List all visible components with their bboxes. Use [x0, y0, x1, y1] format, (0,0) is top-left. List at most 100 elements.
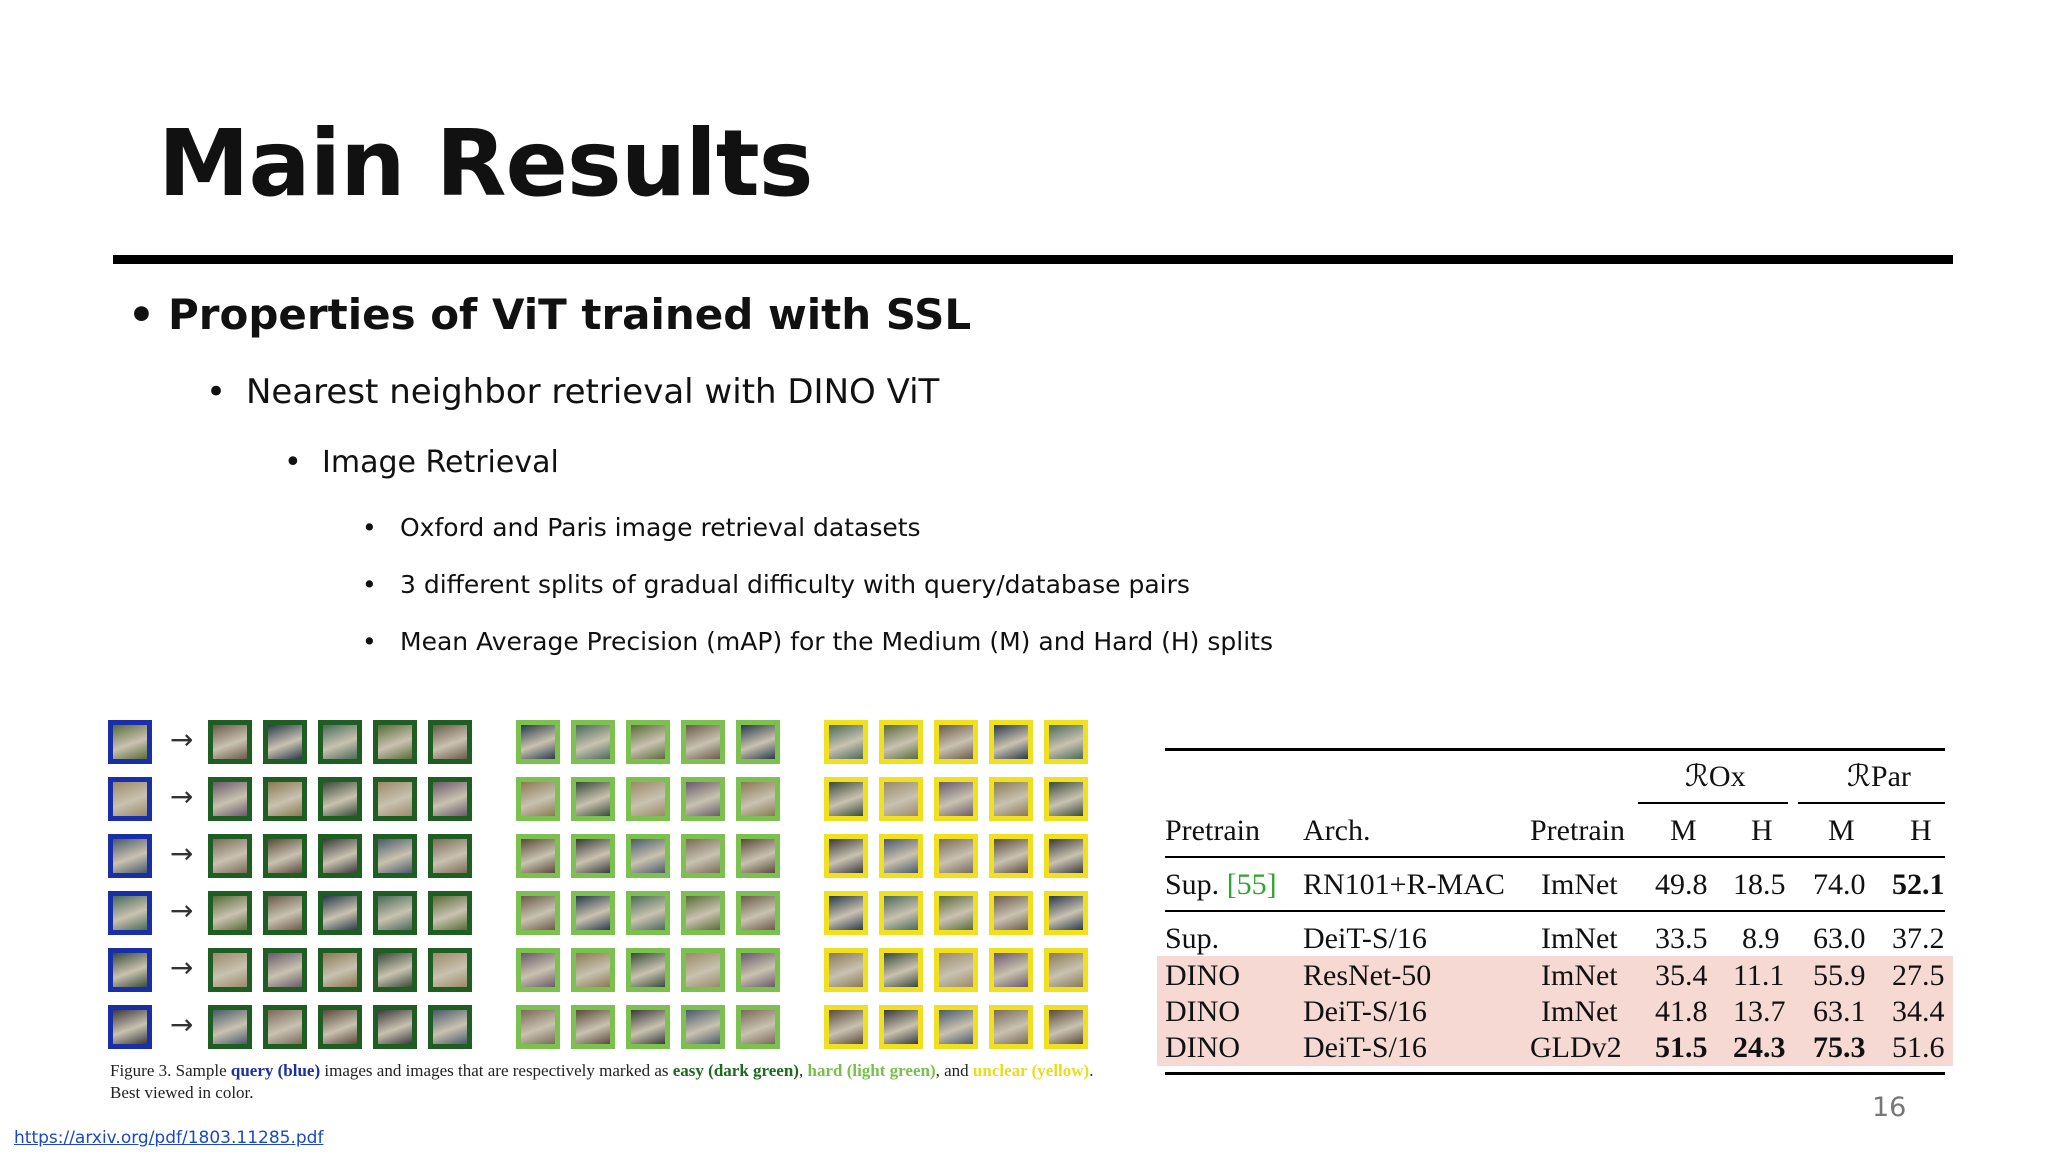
easy-image-tile	[263, 720, 307, 764]
caption-text: images and images that are respectively …	[320, 1061, 673, 1080]
query-image-tile	[108, 1005, 152, 1049]
arrow-icon: →	[170, 780, 194, 813]
page-number: 16	[1872, 1092, 1907, 1123]
hard-image-tile	[626, 720, 670, 764]
rpar-underline	[1798, 802, 1945, 804]
unclear-image-tile	[989, 834, 1033, 878]
cell-rox-m: 35.4	[1655, 959, 1708, 992]
hard-image-tile	[626, 834, 670, 878]
easy-image-tile	[263, 1005, 307, 1049]
header-rox-h: H	[1751, 814, 1773, 847]
bullet-level4: • Oxford and Paris image retrieval datas…	[362, 513, 921, 542]
hard-image-tile	[516, 891, 560, 935]
unclear-image-tile	[1044, 1005, 1088, 1049]
cell-rox-h: 8.9	[1742, 922, 1780, 955]
query-image-tile	[108, 777, 152, 821]
cell-rox-m: 49.8	[1655, 868, 1708, 901]
unclear-image-tile	[1044, 834, 1088, 878]
cell-pretrain: DINO	[1165, 959, 1240, 992]
arrow-icon: →	[170, 723, 194, 756]
hard-image-tile	[571, 1005, 615, 1049]
cell-data: ImNet	[1541, 995, 1618, 1028]
hard-image-tile	[681, 720, 725, 764]
hard-image-tile	[626, 891, 670, 935]
row-rule	[1165, 910, 1945, 912]
results-table: ℛOx ℛPar Pretrain Arch. Pretrain M H M H…	[1157, 748, 1953, 1078]
cell-rox-m: 33.5	[1655, 922, 1708, 955]
caption-query-label: query (blue)	[230, 1061, 321, 1080]
bullet-text: Properties of ViT trained with SSL	[168, 290, 972, 339]
hard-image-tile	[736, 1005, 780, 1049]
hard-image-tile	[681, 1005, 725, 1049]
cell-pretrain: Sup.	[1165, 868, 1220, 901]
unclear-image-tile	[989, 948, 1033, 992]
cell-rpar-h: 34.4	[1892, 995, 1945, 1028]
unclear-image-tile	[989, 777, 1033, 821]
retrieval-figure: → → → → → →	[108, 720, 1118, 1110]
bullet-text: 3 different splits of gradual difficulty…	[400, 570, 1190, 599]
easy-image-tile	[373, 777, 417, 821]
header-rpar-m: M	[1828, 814, 1855, 847]
cell-data: ImNet	[1541, 959, 1618, 992]
cell-rpar-m: 74.0	[1813, 868, 1866, 901]
slide-title: Main Results	[158, 110, 813, 217]
header-rpar-h: H	[1910, 814, 1932, 847]
unclear-image-tile	[1044, 948, 1088, 992]
hard-image-tile	[681, 834, 725, 878]
group-header-rox: ℛOx	[1685, 760, 1746, 793]
cell-arch: DeiT-S/16	[1303, 922, 1427, 955]
unclear-image-tile	[879, 834, 923, 878]
hard-image-tile	[681, 777, 725, 821]
cell-rpar-h: 52.1	[1892, 868, 1945, 901]
rox-underline	[1638, 802, 1788, 804]
cell-rox-h: 11.1	[1733, 959, 1785, 992]
query-image-tile	[108, 720, 152, 764]
easy-image-tile	[373, 834, 417, 878]
cell-rox-m: 41.8	[1655, 995, 1708, 1028]
unclear-image-tile	[934, 834, 978, 878]
hard-image-tile	[736, 891, 780, 935]
easy-image-tile	[318, 777, 362, 821]
unclear-image-tile	[989, 1005, 1033, 1049]
unclear-image-tile	[934, 1005, 978, 1049]
figure-caption: Figure 3. Sample query (blue) images and…	[110, 1060, 1120, 1104]
dino-highlight	[1157, 956, 1953, 1066]
hard-image-tile	[571, 834, 615, 878]
easy-image-tile	[318, 1005, 362, 1049]
table-bottom-rule	[1165, 1072, 1945, 1075]
unclear-image-tile	[1044, 777, 1088, 821]
bullet-dot: •	[362, 627, 377, 656]
bullet-text: Oxford and Paris image retrieval dataset…	[400, 513, 921, 542]
bullet-dot: •	[206, 372, 227, 412]
caption-hard-label: hard (light green)	[807, 1061, 936, 1080]
easy-image-tile	[208, 834, 252, 878]
bullet-level1: • Properties of ViT trained with SSL	[128, 290, 971, 339]
unclear-image-tile	[824, 777, 868, 821]
caption-unclear-label: unclear (yellow)	[972, 1061, 1090, 1080]
citation-link[interactable]: [55]	[1226, 868, 1277, 901]
easy-image-tile	[208, 948, 252, 992]
header-pretrain-data: Pretrain	[1530, 814, 1625, 847]
caption-text: ,	[798, 1061, 808, 1080]
cell-arch: DeiT-S/16	[1303, 1031, 1427, 1064]
unclear-image-tile	[1044, 720, 1088, 764]
easy-image-tile	[263, 891, 307, 935]
header-pretrain: Pretrain	[1165, 814, 1260, 847]
easy-image-tile	[318, 720, 362, 764]
source-link[interactable]: https://arxiv.org/pdf/1803.11285.pdf	[14, 1128, 324, 1148]
bullet-level4: • Mean Average Precision (mAP) for the M…	[362, 627, 1273, 656]
easy-image-tile	[263, 834, 307, 878]
query-image-tile	[108, 834, 152, 878]
cell-rox-m: 51.5	[1655, 1031, 1708, 1064]
unclear-image-tile	[934, 720, 978, 764]
unclear-image-tile	[934, 777, 978, 821]
unclear-image-tile	[879, 720, 923, 764]
easy-image-tile	[263, 777, 307, 821]
hard-image-tile	[736, 720, 780, 764]
easy-image-tile	[373, 891, 417, 935]
easy-image-tile	[428, 720, 472, 764]
unclear-image-tile	[824, 948, 868, 992]
cell-pretrain: DINO	[1165, 995, 1240, 1028]
arrow-icon: →	[170, 837, 194, 870]
unclear-image-tile	[989, 720, 1033, 764]
